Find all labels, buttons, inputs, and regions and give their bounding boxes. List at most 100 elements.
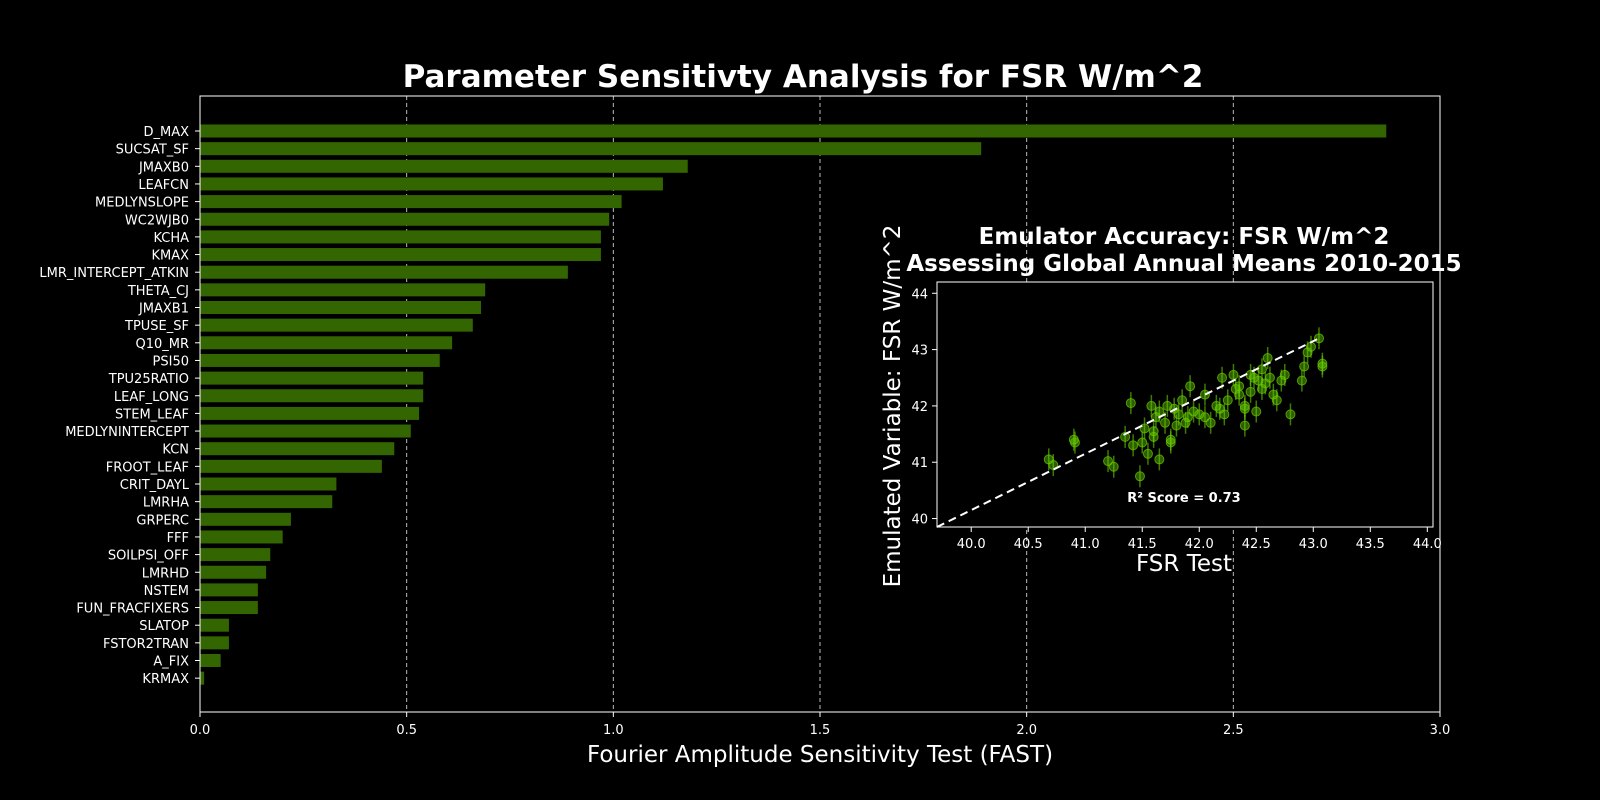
category-label: LMRHD bbox=[142, 566, 189, 581]
scatter-point bbox=[1285, 409, 1296, 420]
scatter-point bbox=[1302, 347, 1313, 358]
bar bbox=[200, 601, 258, 615]
scatter-point bbox=[1188, 406, 1199, 417]
y-tick-label: 43 bbox=[911, 344, 928, 359]
bar bbox=[200, 230, 601, 244]
category-label: FUN_FRACFIXERS bbox=[76, 602, 189, 617]
x-tick-label: 40.0 bbox=[957, 537, 986, 552]
main-category-labels: D_MAX SUCSAT_SF JMAXB0 LEAFCN MEDLYNSLOPE WC2… bbox=[39, 125, 200, 687]
scatter-point bbox=[1296, 375, 1307, 386]
scatter-point bbox=[1222, 395, 1233, 406]
category-label: CRIT_DAYL bbox=[120, 478, 190, 493]
category-label: KRMAX bbox=[142, 672, 189, 687]
scatter-point bbox=[1271, 395, 1282, 406]
category-label: KCHA bbox=[153, 231, 189, 246]
bar bbox=[200, 124, 1387, 138]
scatter-point bbox=[1262, 353, 1273, 364]
bar bbox=[200, 318, 473, 332]
main-x-ticks: 0.0 0.5 1.0 1.5 2.0 2.5 3.0 bbox=[190, 712, 1451, 738]
scatter-point bbox=[1305, 341, 1316, 352]
scatter-point bbox=[1251, 406, 1262, 417]
bar bbox=[200, 353, 440, 367]
scatter-point bbox=[1239, 420, 1250, 431]
scatter-point bbox=[1299, 361, 1310, 372]
main-chart-title: Parameter Sensitivty Analysis for FSR W/… bbox=[403, 59, 1204, 95]
category-label: Q10_MR bbox=[135, 337, 189, 352]
scatter-point bbox=[1134, 471, 1145, 482]
y-tick-label: 44 bbox=[911, 287, 928, 302]
category-label: KCN bbox=[162, 443, 189, 458]
scatter-point bbox=[1154, 454, 1165, 465]
inset-x-axis-label: FSR Test bbox=[1136, 551, 1232, 577]
scatter-point bbox=[1137, 437, 1148, 448]
main-x-axis-label: Fourier Amplitude Sensitivity Test (FAST… bbox=[587, 742, 1053, 768]
main-bars bbox=[200, 124, 1387, 685]
inset-fit-line bbox=[936, 337, 1320, 528]
category-label: LEAF_LONG bbox=[114, 390, 189, 405]
bar bbox=[200, 530, 283, 544]
bar bbox=[200, 548, 271, 562]
x-tick-label: 0.5 bbox=[396, 723, 417, 738]
scatter-point bbox=[1194, 409, 1205, 420]
y-tick-label: 40 bbox=[911, 513, 928, 528]
scatter-point bbox=[1120, 431, 1131, 442]
bar bbox=[200, 301, 482, 314]
bar bbox=[200, 495, 333, 509]
bar bbox=[200, 442, 395, 456]
scatter-point bbox=[1245, 386, 1256, 397]
category-label: FSTOR2TRAN bbox=[103, 637, 189, 652]
x-tick-label: 0.0 bbox=[190, 723, 211, 738]
inset-x-ticks: 40.0 40.5 41.0 41.5 42.0 42.5 43.0 43.5 44.0 bbox=[957, 527, 1442, 552]
scatter-point bbox=[1205, 417, 1216, 428]
y-tick-label: 42 bbox=[911, 400, 928, 415]
scatter-point bbox=[1268, 389, 1279, 400]
category-label: LMR_INTERCEPT_ATKIN bbox=[39, 266, 189, 281]
bar bbox=[200, 424, 411, 438]
x-tick-label: 41.5 bbox=[1128, 537, 1157, 552]
scatter-point bbox=[1219, 409, 1230, 420]
category-label: JMAXB0 bbox=[138, 160, 189, 175]
bar bbox=[200, 195, 622, 209]
bar bbox=[200, 636, 229, 650]
scatter-point bbox=[1146, 400, 1157, 411]
bar bbox=[200, 459, 382, 473]
inset-plot-frame bbox=[936, 281, 1434, 528]
inset-y-ticks: 40 41 42 43 44 bbox=[911, 287, 937, 528]
bar bbox=[200, 583, 258, 597]
x-tick-label: 40.5 bbox=[1014, 537, 1043, 552]
category-label: THETA_CJ bbox=[127, 284, 189, 299]
bar bbox=[200, 336, 453, 350]
x-tick-label: 44.0 bbox=[1413, 537, 1442, 552]
x-tick-label: 2.0 bbox=[1016, 723, 1037, 738]
category-label: TPUSE_SF bbox=[124, 319, 189, 334]
scatter-point bbox=[1217, 372, 1228, 383]
scatter-point bbox=[1108, 461, 1119, 472]
scatter-point bbox=[1148, 431, 1159, 442]
bar bbox=[200, 389, 424, 403]
bar bbox=[200, 565, 267, 579]
scatter-point bbox=[1239, 403, 1250, 414]
inset-chart-subtitle: Assessing Global Annual Means 2010-2015 bbox=[906, 251, 1461, 277]
bar bbox=[200, 159, 688, 173]
scatter-point bbox=[1154, 406, 1165, 417]
scatter-point bbox=[1228, 369, 1239, 380]
bar bbox=[200, 212, 610, 226]
x-tick-label: 2.5 bbox=[1223, 723, 1244, 738]
category-label: STEM_LEAF bbox=[115, 407, 189, 422]
scatter-point bbox=[1142, 448, 1153, 459]
inset-y-axis-label: Emulated Variable: FSR W/m^2 bbox=[880, 225, 906, 588]
x-tick-label: 42.5 bbox=[1242, 537, 1271, 552]
scatter-point bbox=[1199, 389, 1210, 400]
scatter-point bbox=[1276, 375, 1287, 386]
category-label: GRPERC bbox=[136, 513, 189, 528]
category-label: TPU25RATIO bbox=[108, 372, 189, 387]
bar bbox=[200, 618, 229, 632]
bar bbox=[200, 512, 291, 526]
scatter-point bbox=[1171, 420, 1182, 431]
bar bbox=[200, 265, 568, 279]
x-tick-label: 3.0 bbox=[1430, 723, 1451, 738]
category-label: FFF bbox=[167, 531, 189, 546]
bar bbox=[200, 371, 424, 385]
x-tick-label: 1.0 bbox=[603, 723, 624, 738]
